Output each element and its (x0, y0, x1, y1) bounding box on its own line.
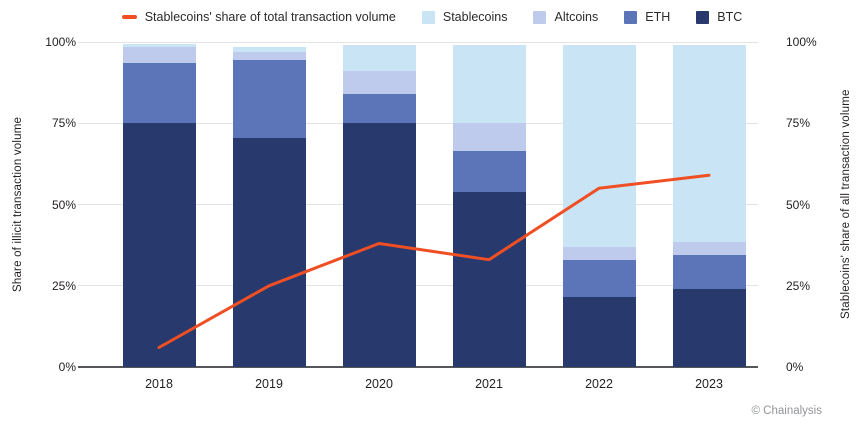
legend: Stablecoins' share of total transaction … (0, 7, 864, 27)
gridline-50 (78, 204, 758, 205)
bar-segment-2021-stablecoins (452, 45, 526, 124)
bar-segment-2023-eth (672, 254, 746, 289)
left-axis-tick-75: 75% (51, 116, 76, 131)
bar-segment-2019-eth (232, 59, 306, 138)
right-axis-tick-0: 0% (786, 360, 804, 374)
bar-segment-2021-eth (452, 150, 526, 192)
bar-segment-2022-altcoins (562, 246, 636, 260)
x-axis-label-2020: 2020 (365, 377, 393, 391)
bar-segment-2018-eth (122, 63, 196, 124)
x-axis-label-2023: 2023 (695, 377, 723, 391)
eth-swatch-icon (624, 10, 638, 24)
bar-segment-2021-altcoins (452, 123, 526, 151)
x-axis-line (78, 366, 758, 368)
right-axis-tick-75: 75% (786, 116, 811, 131)
trend-line-swatch-icon (121, 15, 137, 19)
bar-segment-2018-altcoins (122, 46, 196, 64)
legend-item-eth: ETH (624, 10, 670, 24)
legend-item-trend-line: Stablecoins' share of total transaction … (121, 10, 396, 24)
bar-2020 (342, 42, 416, 367)
altcoins-swatch-icon (533, 10, 547, 24)
left-axis-tick-50: 50% (51, 197, 76, 212)
legend-label-eth: ETH (645, 10, 671, 24)
x-axis-label-2022: 2022 (585, 377, 613, 391)
legend-label-btc: BTC (717, 10, 743, 24)
bar-2023 (672, 42, 746, 367)
bar-segment-2022-stablecoins (562, 45, 636, 247)
bar-segment-2019-altcoins (232, 51, 306, 60)
legend-label-altcoins: Altcoins (554, 10, 599, 24)
bar-2018 (122, 42, 196, 367)
bar-segment-2023-altcoins (672, 241, 746, 255)
gridline-25 (78, 285, 758, 287)
left-axis-tick-100: 100% (45, 35, 76, 49)
left-axis-tick-0: 0% (58, 360, 76, 374)
bar-segment-2018-btc (122, 123, 196, 367)
stablecoins-swatch-icon (421, 10, 435, 24)
plot-area (78, 41, 758, 368)
bar-segment-2020-btc (342, 123, 416, 367)
gridline-100 (78, 41, 758, 43)
bar-2019 (232, 42, 306, 367)
right-axis-tick-100: 100% (786, 35, 817, 49)
x-axis-label-2021: 2021 (475, 377, 503, 391)
gridline-75 (78, 122, 758, 124)
bar-2022 (562, 42, 636, 367)
bar-segment-2023-stablecoins (672, 45, 746, 242)
legend-item-btc: BTC (696, 10, 742, 24)
btc-swatch-icon (696, 10, 710, 24)
bar-segment-2022-eth (562, 259, 636, 298)
right-axis-tick-25: 25% (786, 278, 811, 293)
legend-label-stablecoins: Stablecoins (442, 10, 508, 24)
bar-segment-2020-stablecoins (342, 45, 416, 72)
bar-segment-2018-stablecoins (122, 43, 196, 47)
bar-segment-2022-btc (562, 297, 636, 367)
x-axis-label-2019: 2019 (255, 377, 283, 391)
left-axis-tick-25: 25% (51, 278, 76, 293)
bar-segment-2023-btc (672, 289, 746, 367)
bar-segment-2019-stablecoins (232, 46, 306, 52)
bar-segment-2020-eth (342, 94, 416, 124)
bar-segment-2021-btc (452, 191, 526, 367)
x-axis-label-2018: 2018 (145, 377, 173, 391)
legend-item-altcoins: Altcoins (533, 10, 598, 24)
bar-2021 (452, 42, 526, 367)
right-axis-tick-50: 50% (786, 197, 811, 212)
legend-label-trend-line: Stablecoins' share of total transaction … (144, 10, 396, 24)
attribution: © Chainalysis (751, 405, 822, 417)
bar-segment-2020-altcoins (342, 71, 416, 94)
legend-item-stablecoins: Stablecoins (421, 10, 508, 24)
bar-segment-2019-btc (232, 137, 306, 367)
stablecoins-share-trend-line (157, 173, 711, 349)
